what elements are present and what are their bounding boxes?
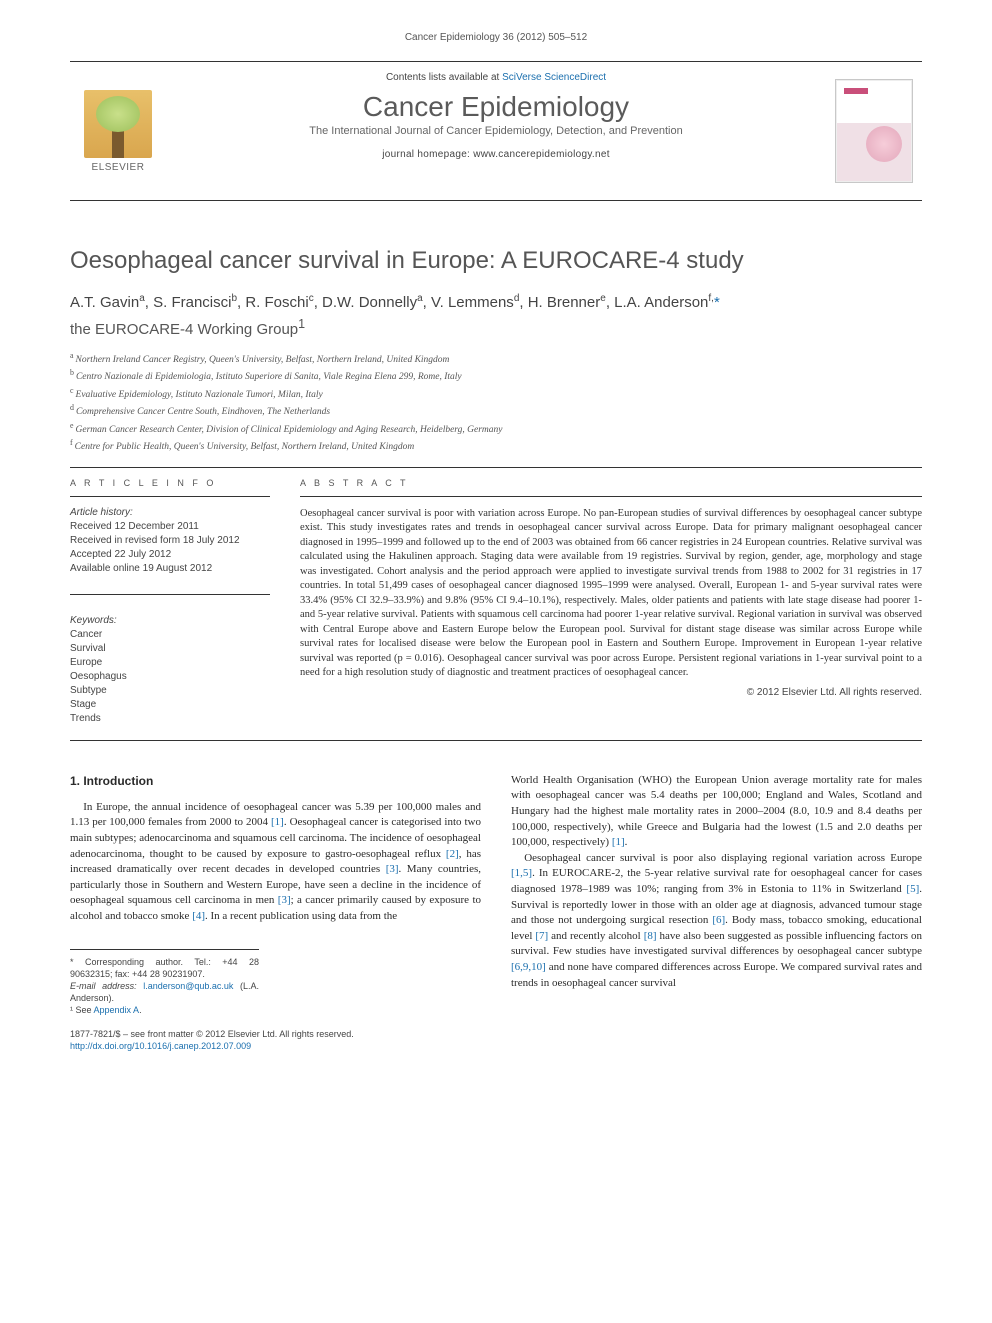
rule-above-info <box>70 467 922 468</box>
keyword: Cancer <box>70 628 270 642</box>
elsevier-tree-icon <box>84 90 152 158</box>
abstract-text: Oesophageal cancer survival is poor with… <box>300 507 922 681</box>
affiliation-row: eGerman Cancer Research Center, Division… <box>70 420 922 437</box>
rule-below-abstract <box>70 740 922 741</box>
cite-6-9-10[interactable]: [6,9,10] <box>511 961 546 973</box>
publisher-logo-block: ELSEVIER <box>70 62 166 200</box>
publisher-name: ELSEVIER <box>92 162 145 173</box>
cite-7[interactable]: [7] <box>535 930 548 942</box>
journal-subtitle: The International Journal of Cancer Epid… <box>172 125 820 137</box>
affiliation-row: cEvaluative Epidemiology, Istituto Nazio… <box>70 385 922 402</box>
affiliation-row: bCentro Nazionale di Epidemiologia, Isti… <box>70 367 922 384</box>
keyword: Oesophagus <box>70 670 270 684</box>
email-label: E-mail address: <box>70 981 143 991</box>
cite-3b[interactable]: [3] <box>278 894 291 906</box>
journal-name: Cancer Epidemiology <box>172 91 820 123</box>
journal-masthead: ELSEVIER Contents lists available at Sci… <box>70 61 922 201</box>
col2-text-b: . <box>625 836 628 848</box>
corresponding-author: * Corresponding author. Tel.: +44 28 906… <box>70 956 259 980</box>
body-col-left: 1. Introduction In Europe, the annual in… <box>70 773 481 1053</box>
keywords-head: Keywords: <box>70 615 270 626</box>
abstract-copyright: © 2012 Elsevier Ltd. All rights reserved… <box>300 687 922 698</box>
col2-text-a: World Health Organisation (WHO) the Euro… <box>511 774 922 848</box>
history-received: Received 12 December 2011 <box>70 520 270 534</box>
cover-image-icon <box>835 79 913 183</box>
body-col-right: World Health Organisation (WHO) the Euro… <box>511 773 922 1053</box>
affiliation-row: fCentre for Public Health, Queen's Unive… <box>70 437 922 454</box>
col2p2-a: Oesophageal cancer survival is poor also… <box>524 852 922 864</box>
history-accepted: Accepted 22 July 2012 <box>70 548 270 562</box>
history-revised: Received in revised form 18 July 2012 <box>70 534 270 548</box>
homepage-label: journal homepage: <box>382 149 473 160</box>
homepage-line: journal homepage: www.cancerepidemiology… <box>172 149 820 160</box>
affiliations-block: aNorthern Ireland Cancer Registry, Queen… <box>70 350 922 455</box>
keyword: Europe <box>70 656 270 670</box>
page-footer: 1877-7821/$ – see front matter © 2012 El… <box>70 1028 481 1052</box>
intro-paragraph-2: Oesophageal cancer survival is poor also… <box>511 851 922 991</box>
working-group-sup: 1 <box>298 317 305 331</box>
journal-cover-thumb <box>826 62 922 200</box>
col2p2-e: and recently alcohol <box>548 930 644 942</box>
abstract-column: A B S T R A C T Oesophageal cancer survi… <box>300 478 922 726</box>
email-link[interactable]: l.anderson@qub.ac.uk <box>143 981 233 991</box>
cite-1-5[interactable]: [1,5] <box>511 867 532 879</box>
sciencedirect-link[interactable]: SciVerse ScienceDirect <box>502 72 606 83</box>
keyword: Stage <box>70 698 270 712</box>
running-head: Cancer Epidemiology 36 (2012) 505–512 <box>70 32 922 43</box>
email-line: E-mail address: l.anderson@qub.ac.uk (L.… <box>70 980 259 1004</box>
history-head: Article history: <box>70 507 270 518</box>
cite-5[interactable]: [5] <box>906 883 919 895</box>
keywords-list: CancerSurvivalEuropeOesophagusSubtypeSta… <box>70 628 270 726</box>
rule-info-1 <box>70 496 270 497</box>
history-online: Available online 19 August 2012 <box>70 562 270 576</box>
intro-paragraph-1: In Europe, the annual incidence of oesop… <box>70 800 481 925</box>
rule-abstract <box>300 496 922 497</box>
keyword: Survival <box>70 642 270 656</box>
contents-line: Contents lists available at SciVerse Sci… <box>172 72 820 83</box>
intro-text-f: . In a recent publication using data fro… <box>205 910 397 922</box>
cite-2[interactable]: [2] <box>446 848 459 860</box>
body-two-column: 1. Introduction In Europe, the annual in… <box>70 773 922 1053</box>
cite-1b[interactable]: [1] <box>612 836 625 848</box>
col2p2-g: and none have compared differences acros… <box>511 961 922 989</box>
keyword: Subtype <box>70 684 270 698</box>
col2p2-b: . In EUROCARE-2, the 5-year relative sur… <box>511 867 922 895</box>
author-list: A.T. Gavina, S. Franciscib, R. Foschic, … <box>70 293 922 311</box>
appendix-link[interactable]: Appendix A <box>94 1005 140 1015</box>
homepage-url[interactable]: www.cancerepidemiology.net <box>473 149 610 160</box>
cite-4[interactable]: [4] <box>192 910 205 922</box>
working-group-line: the EUROCARE-4 Working Group1 <box>70 317 922 338</box>
article-info-head: A R T I C L E I N F O <box>70 478 270 488</box>
rule-info-2 <box>70 594 270 595</box>
affiliation-row: aNorthern Ireland Cancer Registry, Queen… <box>70 350 922 367</box>
keyword: Trends <box>70 712 270 726</box>
footnotes-block: * Corresponding author. Tel.: +44 28 906… <box>70 949 259 1017</box>
section-1-head: 1. Introduction <box>70 773 481 790</box>
abstract-head: A B S T R A C T <box>300 478 922 488</box>
footnote-1: ¹ See Appendix A. <box>70 1004 259 1016</box>
doi-link[interactable]: http://dx.doi.org/10.1016/j.canep.2012.0… <box>70 1041 251 1051</box>
issn-line: 1877-7821/$ – see front matter © 2012 El… <box>70 1028 481 1040</box>
intro-paragraph-1-cont: World Health Organisation (WHO) the Euro… <box>511 773 922 851</box>
contents-prefix: Contents lists available at <box>386 72 502 83</box>
fn1-tail: . <box>139 1005 142 1015</box>
working-group-name: the EUROCARE-4 Working Group <box>70 321 298 338</box>
article-info-column: A R T I C L E I N F O Article history: R… <box>70 478 270 726</box>
affiliation-row: dComprehensive Cancer Centre South, Eind… <box>70 402 922 419</box>
article-title: Oesophageal cancer survival in Europe: A… <box>70 247 922 275</box>
fn1-prefix: ¹ See <box>70 1005 94 1015</box>
cite-6[interactable]: [6] <box>712 914 725 926</box>
cite-8[interactable]: [8] <box>644 930 657 942</box>
cite-3[interactable]: [3] <box>386 863 399 875</box>
cite-1[interactable]: [1] <box>271 816 284 828</box>
